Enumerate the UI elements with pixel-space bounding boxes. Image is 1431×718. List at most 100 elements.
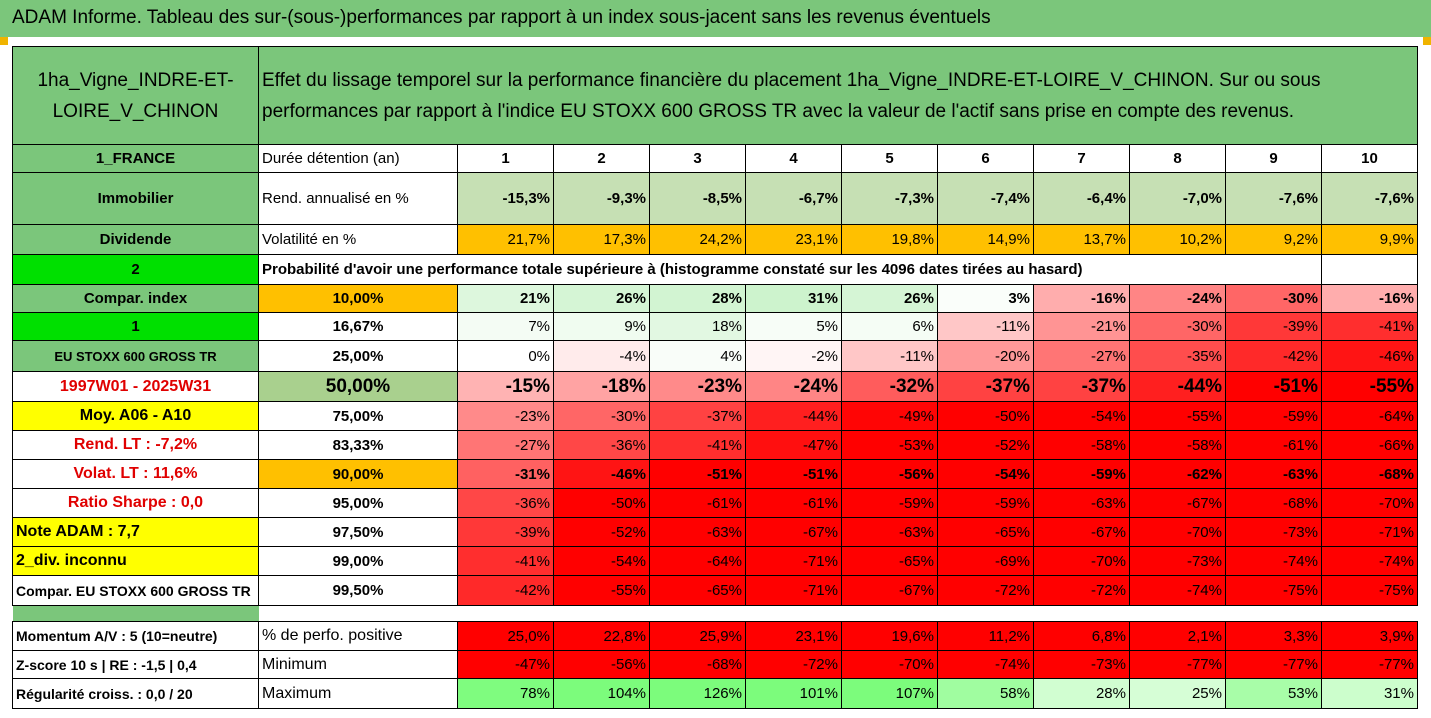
spacer-cell xyxy=(259,606,458,622)
spacer-cell xyxy=(938,606,1034,622)
matrix-cell: -55% xyxy=(553,575,650,606)
matrix-cell: -64% xyxy=(1321,401,1418,431)
stat-name: Maximum xyxy=(258,678,458,709)
matrix-cell: -65% xyxy=(841,546,938,576)
matrix-cell: -39% xyxy=(457,517,554,547)
matrix-cell: -52% xyxy=(937,430,1034,460)
stat-value: 6,8% xyxy=(1033,621,1130,651)
matrix-cell: -75% xyxy=(1321,575,1418,606)
stat-value: 107% xyxy=(841,678,938,709)
spacer-cell xyxy=(458,606,554,622)
matrix-cell: -49% xyxy=(841,401,938,431)
stat-value: -77% xyxy=(1321,650,1418,679)
left-label: Compar. index xyxy=(12,284,259,313)
matrix-cell: -36% xyxy=(457,488,554,518)
vol-value: 21,7% xyxy=(457,224,554,255)
matrix-cell: 21% xyxy=(457,284,554,313)
stat-value: 78% xyxy=(457,678,554,709)
matrix-cell: -63% xyxy=(649,517,746,547)
rend-value: -8,5% xyxy=(649,172,746,225)
stat-left-label: Régularité croiss. : 0,0 / 20 xyxy=(12,678,259,709)
matrix-cell: -24% xyxy=(745,371,842,402)
rend-value: -15,3% xyxy=(457,172,554,225)
year-header: 5 xyxy=(841,144,938,173)
matrix-cell: -2% xyxy=(745,340,842,372)
matrix-cell: -42% xyxy=(457,575,554,606)
left-label: Ratio Sharpe : 0,0 xyxy=(12,488,259,518)
vol-value: 9,9% xyxy=(1321,224,1418,255)
matrix-cell: -21% xyxy=(1033,312,1130,341)
left-label: Rend. LT : -7,2% xyxy=(12,430,259,460)
matrix-cell: -67% xyxy=(841,575,938,606)
matrix-cell: -16% xyxy=(1321,284,1418,313)
rend-value: -7,6% xyxy=(1321,172,1418,225)
matrix-cell: -59% xyxy=(1033,459,1130,489)
percentile-label: 99,50% xyxy=(258,575,458,606)
vol-value: 10,2% xyxy=(1129,224,1226,255)
rend-label: Rend. annualisé en % xyxy=(258,172,458,225)
left-label: Volat. LT : 11,6% xyxy=(12,459,259,489)
stat-value: 25% xyxy=(1129,678,1226,709)
category-label: Immobilier xyxy=(12,172,259,225)
matrix-cell: 3% xyxy=(937,284,1034,313)
matrix-cell: -52% xyxy=(553,517,650,547)
matrix-cell: -63% xyxy=(1033,488,1130,518)
matrix-cell: -41% xyxy=(457,546,554,576)
matrix-cell: -74% xyxy=(1321,546,1418,576)
banner-gap xyxy=(0,37,1431,46)
year-header: 9 xyxy=(1225,144,1322,173)
probability-caption: Probabilité d'avoir une performance tota… xyxy=(258,254,1322,285)
performance-table: 1ha_Vigne_INDRE-ET-LOIRE_V_CHINON Effet … xyxy=(12,46,1418,709)
year-header: 6 xyxy=(937,144,1034,173)
asset-name: 1ha_Vigne_INDRE-ET-LOIRE_V_CHINON xyxy=(12,46,259,145)
matrix-cell: 31% xyxy=(745,284,842,313)
matrix-cell: -54% xyxy=(1033,401,1130,431)
matrix-cell: -54% xyxy=(553,546,650,576)
stat-value: 25,9% xyxy=(649,621,746,651)
rend-value: -7,0% xyxy=(1129,172,1226,225)
left-label: Note ADAM : 7,7 xyxy=(12,517,259,547)
matrix-cell: -27% xyxy=(457,430,554,460)
matrix-cell: -42% xyxy=(1225,340,1322,372)
rend-value: -6,7% xyxy=(745,172,842,225)
stat-value: 126% xyxy=(649,678,746,709)
stat-value: -77% xyxy=(1129,650,1226,679)
matrix-cell: -58% xyxy=(1033,430,1130,460)
matrix-cell: -74% xyxy=(1129,575,1226,606)
matrix-cell: -11% xyxy=(841,340,938,372)
left-label: 1997W01 - 2025W31 xyxy=(12,371,259,402)
matrix-cell: -23% xyxy=(649,371,746,402)
rend-value: -6,4% xyxy=(1033,172,1130,225)
matrix-cell: -61% xyxy=(1225,430,1322,460)
matrix-cell: 28% xyxy=(649,284,746,313)
matrix-cell: -36% xyxy=(553,430,650,460)
matrix-cell: 0% xyxy=(457,340,554,372)
matrix-cell: 5% xyxy=(745,312,842,341)
stat-value: 53% xyxy=(1225,678,1322,709)
matrix-cell: -54% xyxy=(937,459,1034,489)
matrix-cell: -24% xyxy=(1129,284,1226,313)
matrix-cell: -73% xyxy=(1129,546,1226,576)
rend-value: -7,6% xyxy=(1225,172,1322,225)
matrix-cell: -50% xyxy=(553,488,650,518)
stat-value: -47% xyxy=(457,650,554,679)
description: Effet du lissage temporel sur la perform… xyxy=(258,46,1418,145)
matrix-cell: -62% xyxy=(1129,459,1226,489)
matrix-cell: 26% xyxy=(841,284,938,313)
spacer-cell xyxy=(1034,606,1130,622)
matrix-cell: -41% xyxy=(1321,312,1418,341)
matrix-cell: 6% xyxy=(841,312,938,341)
stat-name: Minimum xyxy=(258,650,458,679)
year-header: 7 xyxy=(1033,144,1130,173)
stat-value: 58% xyxy=(937,678,1034,709)
stat-value: 3,9% xyxy=(1321,621,1418,651)
matrix-cell: 7% xyxy=(457,312,554,341)
matrix-cell: -59% xyxy=(841,488,938,518)
matrix-cell: -46% xyxy=(1321,340,1418,372)
matrix-cell: -68% xyxy=(1321,459,1418,489)
percentile-label: 99,00% xyxy=(258,546,458,576)
section-number: 2 xyxy=(12,254,259,285)
percentile-label: 95,00% xyxy=(258,488,458,518)
matrix-cell: -4% xyxy=(553,340,650,372)
empty-cell xyxy=(1321,254,1418,285)
